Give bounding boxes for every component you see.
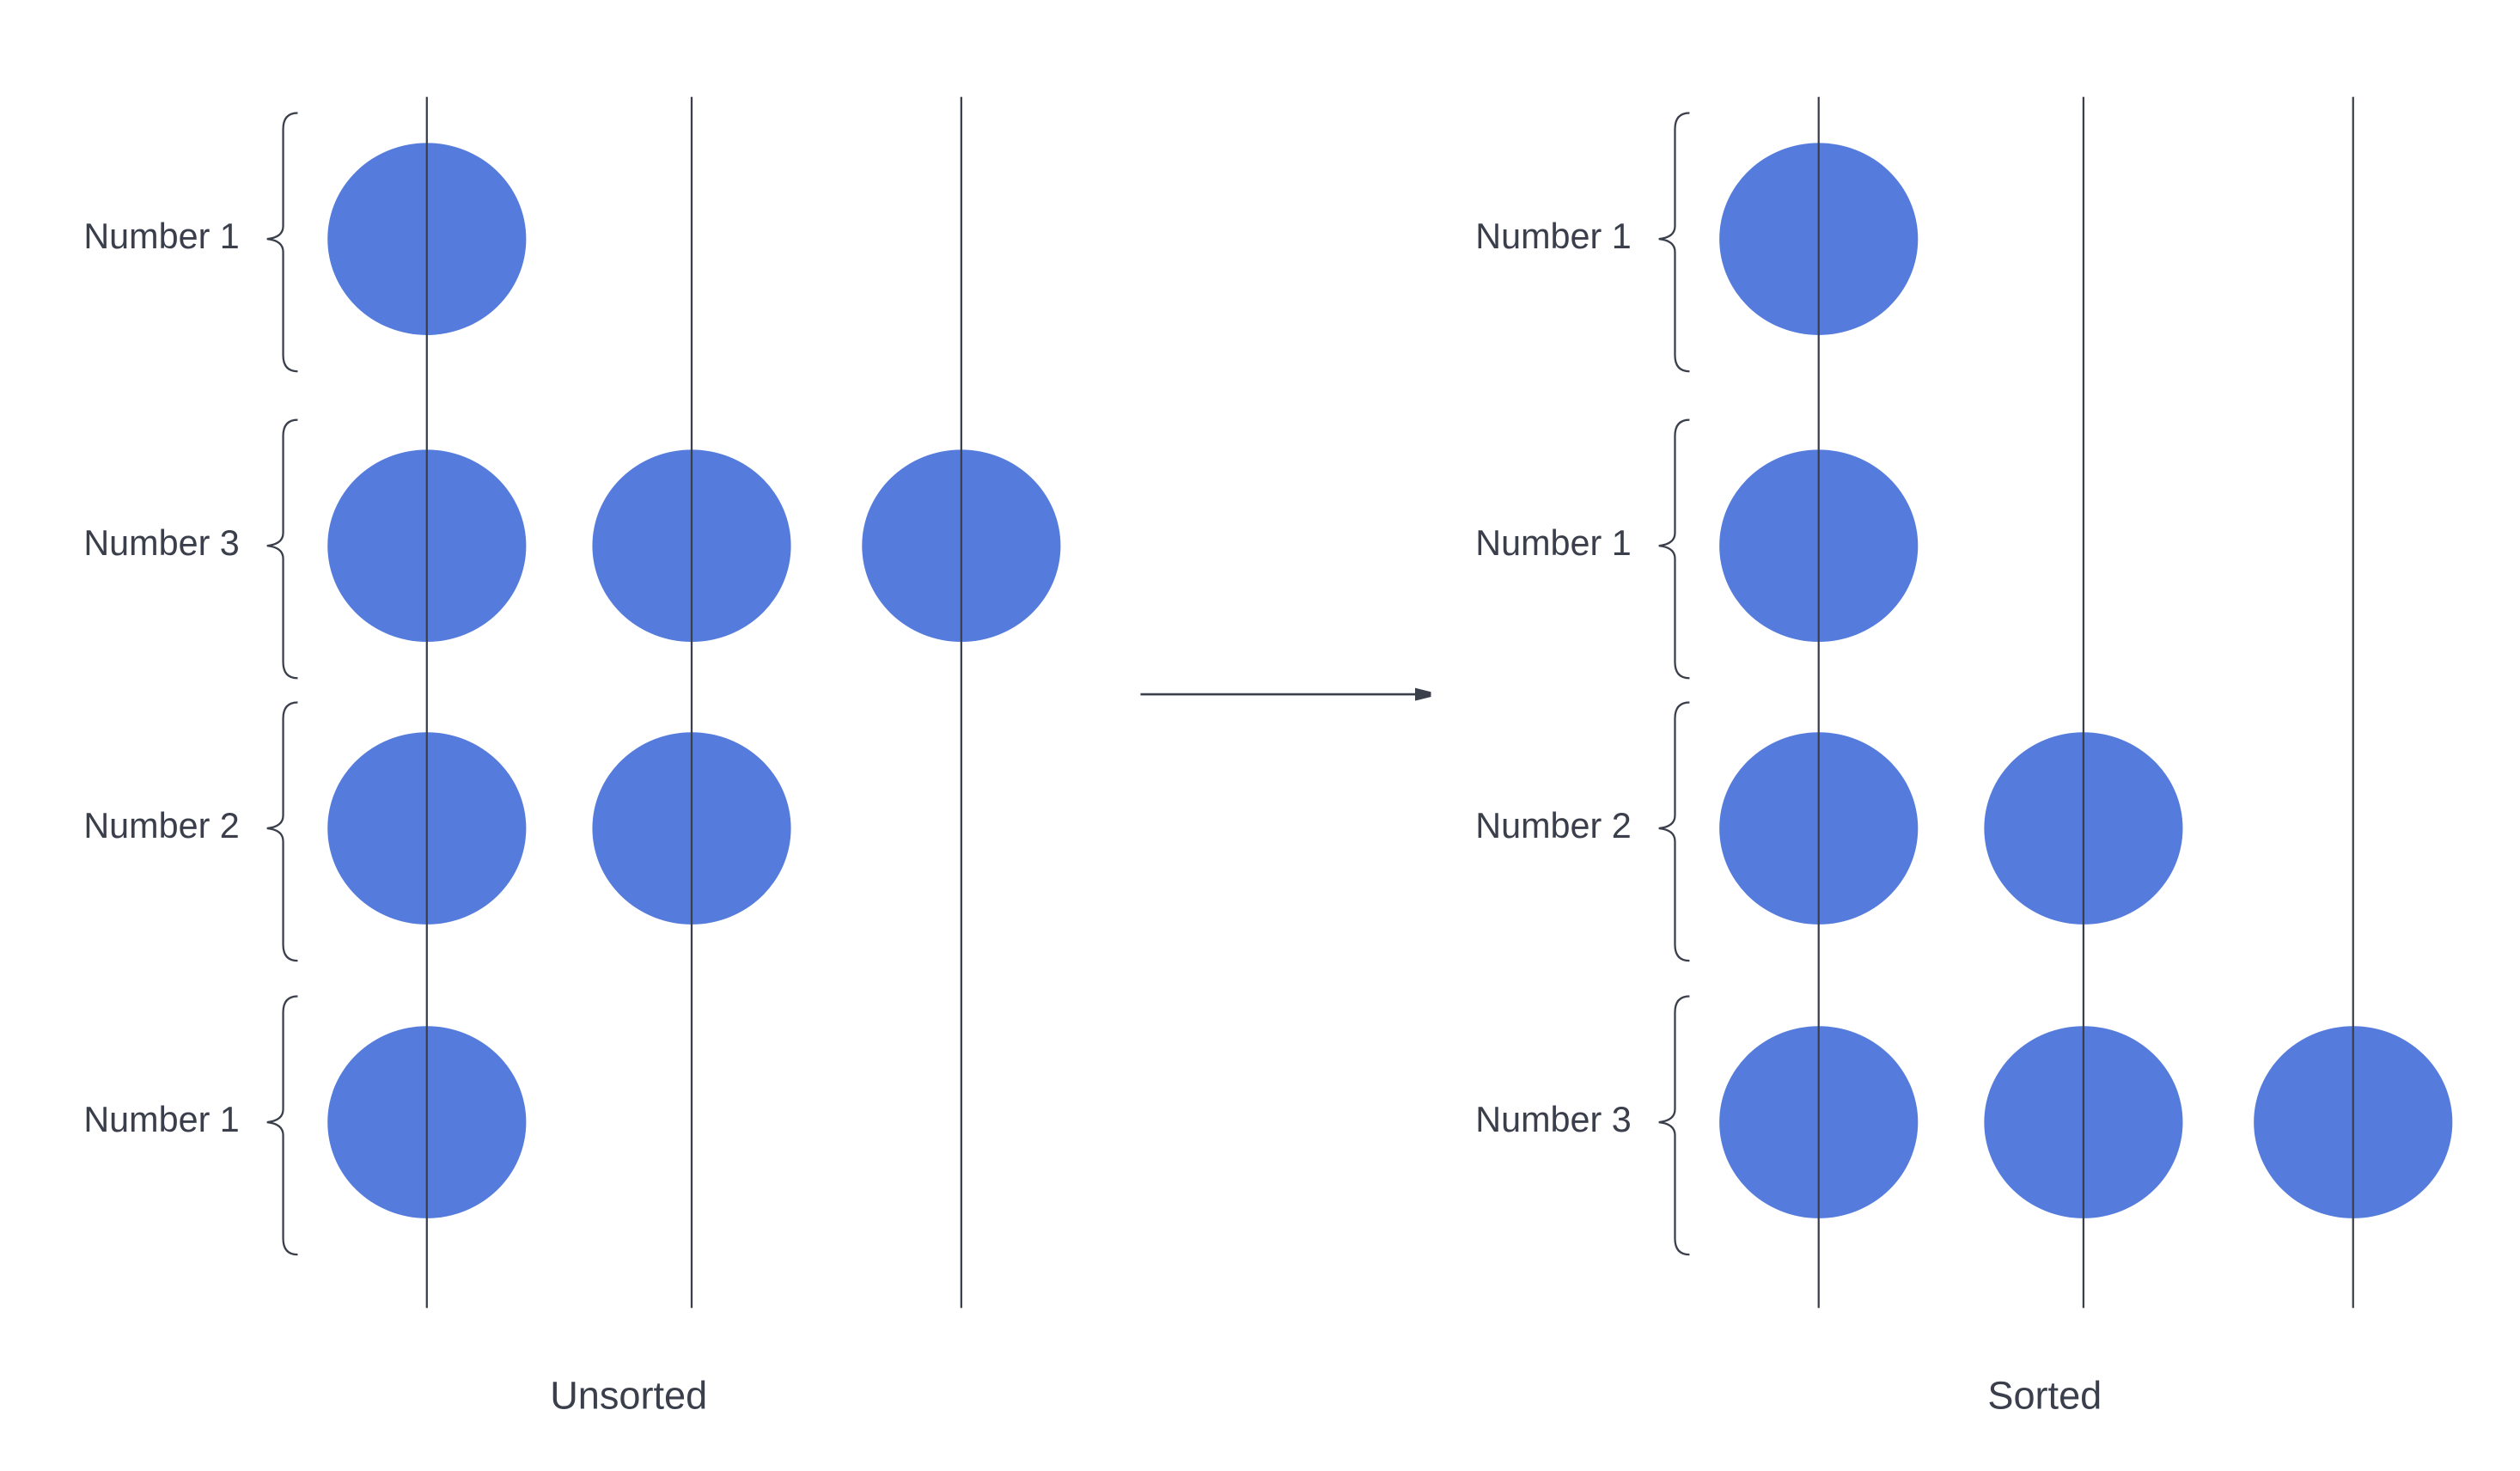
brace — [1658, 701, 1690, 962]
panel-title: Sorted — [1987, 1373, 2102, 1417]
brace — [266, 995, 298, 1256]
row-label: Number 1 — [1475, 217, 1631, 256]
brace — [1658, 418, 1690, 680]
row-label: Number 3 — [83, 523, 239, 563]
brace — [266, 418, 298, 680]
row-label: Number 1 — [83, 1100, 239, 1139]
brace — [1658, 995, 1690, 1256]
row-label: Number 2 — [83, 806, 239, 845]
panel-title: Unsorted — [550, 1373, 707, 1417]
row-label: Number 2 — [1475, 806, 1631, 845]
row-label: Number 3 — [1475, 1100, 1631, 1139]
row-label: Number 1 — [1475, 523, 1631, 563]
brace — [1658, 112, 1690, 373]
brace — [266, 112, 298, 373]
brace — [266, 701, 298, 962]
row-label: Number 1 — [83, 217, 239, 256]
